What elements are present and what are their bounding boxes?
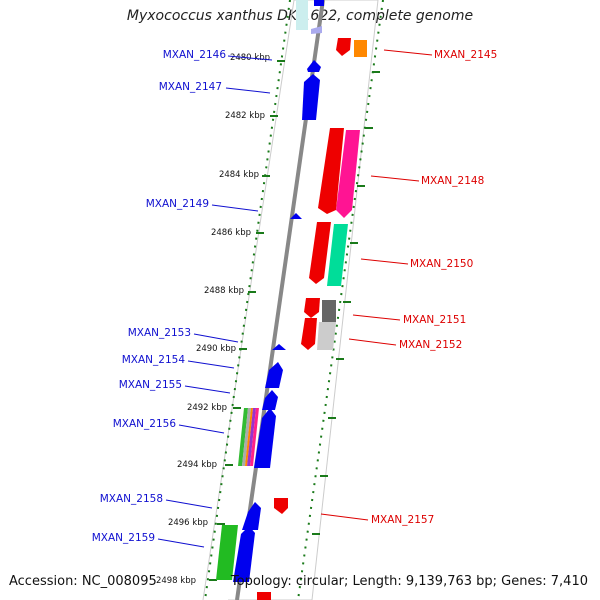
- gene-label-left[interactable]: MXAN_2153: [128, 327, 191, 339]
- tick-label: 2494 kbp: [177, 460, 217, 470]
- gene-label-right[interactable]: MXAN_2151: [403, 314, 466, 326]
- strip-outline-right: [228, 0, 379, 600]
- gene-feature[interactable]: [301, 318, 317, 350]
- gene-label-left[interactable]: MXAN_2156: [113, 418, 177, 430]
- gene-label-right[interactable]: MXAN_2157: [371, 514, 434, 526]
- tick-label: 2486 kbp: [211, 228, 251, 238]
- right-gene-labels: MXAN_2145 MXAN_2148 MXAN_2150 MXAN_2151 …: [320, 49, 497, 526]
- gene-feature[interactable]: [242, 502, 261, 530]
- gene-label-right[interactable]: MXAN_2150: [410, 258, 473, 270]
- gene-label-right[interactable]: MXAN_2145: [434, 49, 497, 61]
- gene-feature[interactable]: [327, 224, 348, 286]
- gene-feature[interactable]: [274, 498, 288, 514]
- accession-label: Accession: NC_008095: [9, 574, 157, 589]
- tick-label: 2490 kbp: [196, 344, 236, 354]
- gene-feature[interactable]: [272, 344, 286, 350]
- gene-label-right[interactable]: MXAN_2148: [421, 175, 484, 187]
- left-strand-genes: [216, 0, 324, 582]
- gene-feature[interactable]: [290, 213, 302, 219]
- gene-feature[interactable]: [307, 60, 321, 72]
- gene-feature[interactable]: [242, 408, 251, 466]
- gene-feature[interactable]: [257, 592, 271, 600]
- gene-feature[interactable]: [265, 362, 283, 388]
- tick-label: 2492 kbp: [187, 403, 227, 413]
- gene-feature[interactable]: [216, 525, 238, 580]
- gene-feature[interactable]: [247, 408, 256, 466]
- gene-feature[interactable]: [354, 40, 367, 57]
- gene-feature[interactable]: [311, 26, 322, 34]
- tick-label: 2488 kbp: [204, 286, 244, 296]
- gene-feature[interactable]: [336, 130, 360, 218]
- gene-feature[interactable]: [317, 322, 336, 350]
- gene-feature[interactable]: [296, 0, 308, 30]
- gene-feature[interactable]: [322, 300, 336, 322]
- tick-label: 2484 kbp: [219, 170, 259, 180]
- gene-feature[interactable]: [309, 222, 331, 284]
- gene-label-left[interactable]: MXAN_2159: [92, 532, 155, 544]
- gene-feature[interactable]: [238, 408, 248, 466]
- gene-label-left[interactable]: MXAN_2155: [119, 379, 182, 391]
- tick-label: 2482 kbp: [225, 111, 265, 121]
- gene-feature[interactable]: [250, 408, 259, 466]
- gene-label-left[interactable]: MXAN_2147: [159, 81, 222, 93]
- right-strand-genes: [257, 38, 367, 600]
- major-ticks-left: [209, 60, 285, 581]
- left-gene-labels: MXAN_2146 MXAN_2147 MXAN_2149 MXAN_2153 …: [92, 49, 273, 548]
- gene-label-left[interactable]: MXAN_2149: [146, 198, 209, 210]
- major-ticks-right: [312, 71, 380, 535]
- gene-feature[interactable]: [302, 74, 320, 120]
- gene-feature[interactable]: [304, 298, 320, 318]
- gene-feature[interactable]: [262, 390, 278, 410]
- gene-label-left[interactable]: MXAN_2146: [163, 49, 227, 61]
- gene-feature[interactable]: [254, 408, 276, 468]
- genome-summary: Topology: circular; Length: 9,139,763 bp…: [230, 574, 588, 589]
- tick-label: 2498 kbp: [156, 576, 196, 586]
- tick-label: 2496 kbp: [168, 518, 208, 528]
- tick-rail-left: [204, 0, 291, 600]
- gene-feature[interactable]: [336, 38, 351, 56]
- gene-label-left[interactable]: MXAN_2158: [100, 493, 163, 505]
- gene-label-left[interactable]: MXAN_2154: [122, 354, 186, 366]
- gene-label-right[interactable]: MXAN_2152: [399, 339, 462, 351]
- gene-feature[interactable]: [233, 526, 255, 582]
- gene-feature[interactable]: [245, 408, 253, 466]
- gene-feature[interactable]: [314, 0, 324, 6]
- tick-rail-right: [297, 0, 384, 600]
- gene-feature[interactable]: [318, 128, 344, 214]
